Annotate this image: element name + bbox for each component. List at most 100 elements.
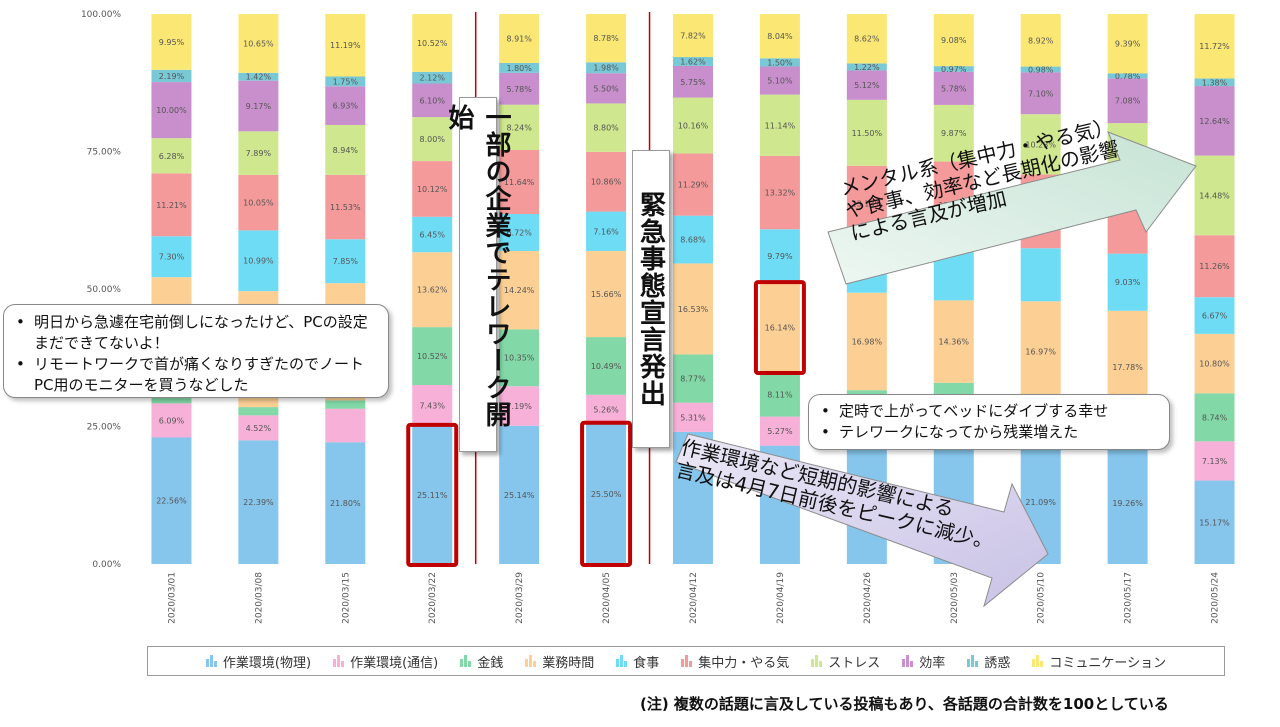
data-label: 7.16% xyxy=(593,227,619,236)
data-label: 5.12% xyxy=(854,81,880,90)
bar-segment xyxy=(238,80,279,132)
legend-label: 業務時間 xyxy=(542,655,595,671)
legend-swatch-icon xyxy=(1032,655,1044,667)
legend-item: 作業環境(物理) xyxy=(205,652,311,671)
bar-segment xyxy=(499,104,540,151)
bar-segment xyxy=(1194,441,1235,481)
callout-right-item-1: 定時で上がってベッドにダイブする幸せ xyxy=(817,401,1161,422)
bar-segment xyxy=(1020,301,1061,402)
data-label: 22.56% xyxy=(156,497,187,506)
data-label: 1.50% xyxy=(767,58,793,67)
callout-left-item-2: リモートワークで首が痛くなりすぎたのでノートPC用のモニターを買うなどした xyxy=(12,354,380,396)
data-label: 17.78% xyxy=(1112,363,1143,372)
bar-segment xyxy=(1020,248,1061,302)
data-label: 10.65% xyxy=(243,39,274,48)
bar-segment xyxy=(151,138,192,174)
data-label: 25.11% xyxy=(417,491,448,500)
bar-segment xyxy=(238,14,279,73)
bar-segment xyxy=(412,216,453,253)
legend-item: ストレス xyxy=(811,652,880,671)
bar-segment xyxy=(238,72,279,81)
data-label: 12.64% xyxy=(1199,117,1230,126)
data-label: 16.14% xyxy=(765,324,796,333)
bar-segment xyxy=(412,83,453,118)
x-tick-label: 2020/03/22 xyxy=(428,572,438,624)
data-label: 15.17% xyxy=(1199,518,1230,527)
x-tick-label: 2020/05/03 xyxy=(950,572,960,624)
legend-label: 作業環境(通信) xyxy=(350,655,439,671)
bar-segment xyxy=(499,425,540,564)
legend-label: 集中力・やる気 xyxy=(698,655,790,671)
bar-segment xyxy=(499,14,540,64)
data-label: 10.86% xyxy=(591,178,622,187)
bar-segment xyxy=(846,14,887,64)
data-label: 5.10% xyxy=(767,77,793,86)
bar-segment xyxy=(1194,480,1235,564)
increase-arrow xyxy=(827,131,1197,285)
bar-segment xyxy=(846,292,887,391)
bar-segment xyxy=(1194,333,1235,394)
data-label: 9.95% xyxy=(159,38,185,47)
data-label: 1.80% xyxy=(506,64,532,73)
bar-segment xyxy=(499,150,540,215)
data-label: 5.78% xyxy=(506,85,532,94)
data-label: 1.98% xyxy=(593,64,619,73)
data-label: 7.08% xyxy=(1115,97,1141,106)
bar-segment xyxy=(759,94,800,156)
highlight-box xyxy=(580,420,633,567)
legend-item: 誘惑 xyxy=(967,652,1010,671)
data-label: 9.08% xyxy=(941,36,967,45)
bar-segment xyxy=(586,151,627,212)
bar-segment xyxy=(1194,235,1235,298)
bar-segment xyxy=(325,124,366,175)
data-label: 8.00% xyxy=(420,135,446,144)
legend-item: 業務時間 xyxy=(525,652,594,671)
legend-item: コミュニケーション xyxy=(1032,652,1166,671)
legend-swatch-icon xyxy=(681,655,693,667)
data-label: 0.98% xyxy=(1028,65,1054,74)
bar-segment xyxy=(759,14,800,59)
data-label: 6.93% xyxy=(333,102,359,111)
bar-segment xyxy=(151,69,192,83)
bar-segment xyxy=(846,99,887,166)
data-label: 8.78% xyxy=(593,34,619,43)
data-label: 5.31% xyxy=(680,413,706,422)
data-label: 16.97% xyxy=(1025,347,1056,356)
legend-item: 作業環境(通信) xyxy=(333,652,438,671)
data-label: 1.22% xyxy=(854,63,880,72)
bar-segment xyxy=(325,408,366,443)
bar-segment xyxy=(1194,393,1235,442)
y-tick-label: 100.00% xyxy=(81,10,121,20)
bar-segment xyxy=(499,72,540,105)
bar-segment xyxy=(412,71,453,84)
bar-segment xyxy=(238,440,279,564)
bar-segment xyxy=(586,394,627,424)
bar-segment xyxy=(1107,14,1148,74)
legend-label: コミュニケーション xyxy=(1049,655,1167,671)
bar-segment xyxy=(933,66,974,72)
data-label: 13.32% xyxy=(765,189,796,198)
x-tick-label: 2020/03/15 xyxy=(341,572,351,624)
bar-segment xyxy=(1194,86,1235,156)
bar-segment xyxy=(759,283,800,372)
bar-segment xyxy=(759,155,800,230)
data-label: 5.50% xyxy=(593,84,619,93)
data-label: 8.92% xyxy=(1028,36,1054,45)
data-label: 10.52% xyxy=(417,352,448,361)
legend-swatch-icon xyxy=(967,655,979,667)
bar-segment xyxy=(325,76,366,87)
data-label: 6.10% xyxy=(420,96,446,105)
legend-item: 金銭 xyxy=(460,652,503,671)
decrease-arrow xyxy=(675,433,1049,608)
bar-segment xyxy=(1107,73,1148,79)
data-label: 16.53% xyxy=(678,305,709,314)
data-label: 10.12% xyxy=(417,185,448,194)
data-label: 9.79% xyxy=(767,252,793,261)
bar-segment xyxy=(673,65,713,98)
data-label: 10.05% xyxy=(243,199,274,208)
bar-segment xyxy=(933,104,974,162)
highlight-box xyxy=(406,422,459,567)
legend-item: 効率 xyxy=(902,652,945,671)
bar-segment xyxy=(499,250,540,330)
x-tick-label: 2020/04/19 xyxy=(776,572,786,624)
